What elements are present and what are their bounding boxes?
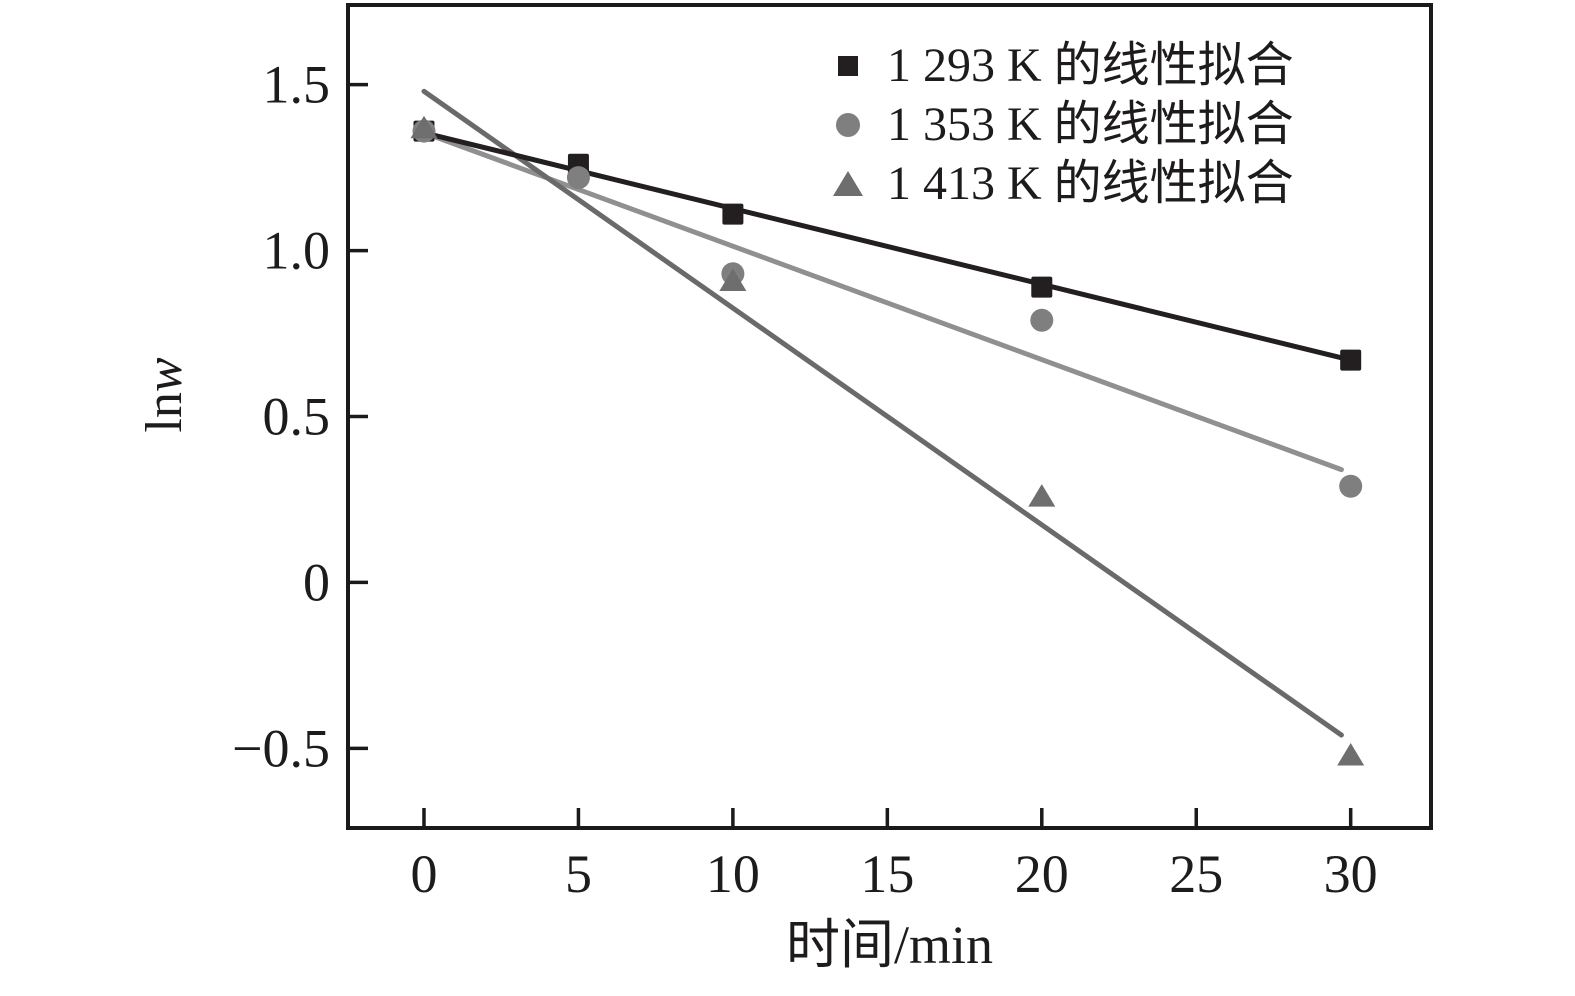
y-axis-label: lnw	[136, 357, 193, 433]
data-point-triangle	[410, 115, 438, 139]
y-tick-label: −0.5	[232, 718, 330, 778]
data-point-circle	[1339, 474, 1363, 498]
data-point-triangle	[1028, 484, 1056, 507]
x-axis-label: 时间/min	[785, 915, 993, 975]
y-tick-label: 0.5	[263, 387, 331, 447]
legend-item-1293K: 1 293 K 的线性拟合	[833, 36, 1294, 95]
x-tick-label: 5	[565, 844, 592, 904]
data-point-triangle	[1337, 742, 1365, 766]
y-tick-label: 0	[303, 552, 330, 612]
legend-label-1413K: 1 413 K 的线性拟合	[887, 156, 1294, 210]
x-tick-label: 15	[860, 844, 914, 904]
legend-item-1413K: 1 413 K 的线性拟合	[833, 154, 1294, 213]
y-tick-label: 1.0	[263, 221, 331, 281]
legend-item-1353K: 1 353 K 的线性拟合	[833, 95, 1294, 154]
legend-label-1293K: 1 293 K 的线性拟合	[887, 38, 1294, 92]
data-point-square	[1340, 349, 1362, 371]
data-point-square	[722, 203, 744, 225]
fit-line-1413K	[421, 88, 1344, 738]
x-tick-label: 10	[706, 844, 760, 904]
legend-label-1353K: 1 353 K 的线性拟合	[887, 97, 1294, 151]
data-point-triangle	[719, 268, 747, 291]
legend-circle-marker-icon	[833, 110, 863, 140]
data-point-circle	[1030, 308, 1054, 332]
y-tick-label: 1.5	[263, 55, 331, 115]
x-tick-label: 0	[410, 844, 437, 904]
data-point-square	[1031, 276, 1053, 298]
x-tick-label: 20	[1015, 844, 1069, 904]
data-point-circle	[566, 166, 590, 190]
legend-square-marker-icon	[833, 51, 863, 81]
legend: 1 293 K 的线性拟合 1 353 K 的线性拟合 1 413 K 的线性拟…	[833, 36, 1294, 213]
legend-triangle-marker-icon	[833, 169, 863, 199]
x-tick-label: 25	[1169, 844, 1223, 904]
plot-frame	[346, 3, 1433, 830]
x-tick-label: 30	[1324, 844, 1378, 904]
